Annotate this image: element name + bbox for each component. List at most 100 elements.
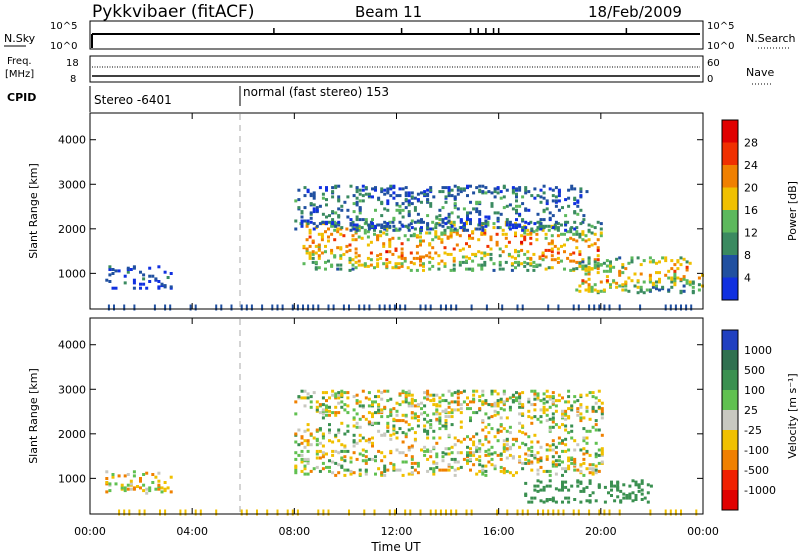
heatmap-cell xyxy=(545,408,549,412)
heatmap-cell xyxy=(413,468,417,472)
heatmap-cell xyxy=(334,433,338,437)
heatmap-cell xyxy=(389,437,393,441)
heatmap-cell xyxy=(469,200,472,204)
heatmap-cell xyxy=(400,251,404,255)
heatmap-cell xyxy=(199,509,202,516)
heatmap-cell xyxy=(322,509,325,516)
heatmap-cell xyxy=(456,467,460,471)
heatmap-cell xyxy=(148,486,152,490)
nsky-spikes xyxy=(273,28,628,34)
heatmap-cell xyxy=(330,232,334,236)
heatmap-cell xyxy=(429,202,433,206)
heatmap-cell xyxy=(321,396,325,400)
heatmap-cell xyxy=(548,479,552,483)
heatmap-cell xyxy=(648,260,652,264)
heatmap-cell xyxy=(536,484,540,488)
heatmap-cell xyxy=(664,304,667,311)
heatmap-cell xyxy=(400,242,404,246)
heatmap-cell xyxy=(324,250,327,254)
heatmap-cell xyxy=(478,441,482,445)
heatmap-cell xyxy=(608,304,611,311)
heatmap-cell xyxy=(557,304,560,311)
heatmap-cell xyxy=(530,453,534,457)
heatmap-cell xyxy=(613,499,617,503)
heatmap-cell xyxy=(364,461,368,465)
heatmap-cell xyxy=(582,214,586,218)
heatmap-cell xyxy=(398,194,402,198)
heatmap-cell xyxy=(404,453,408,457)
nave-label: Nave xyxy=(746,66,774,79)
heatmap-cell xyxy=(669,304,672,311)
heatmap-cell xyxy=(380,391,384,395)
heatmap-cell xyxy=(404,393,408,397)
heatmap-cell xyxy=(309,405,313,409)
heatmap-cell xyxy=(688,280,692,284)
heatmap-cell xyxy=(441,224,445,228)
heatmap-cell xyxy=(588,471,592,475)
heatmap-cell xyxy=(401,473,405,477)
heatmap-cell xyxy=(321,412,325,416)
ytick-label: 3000 xyxy=(58,178,86,191)
heatmap-cell xyxy=(328,220,331,224)
heatmap-cell xyxy=(600,416,604,420)
heatmap-cell xyxy=(609,267,612,271)
heatmap-cell xyxy=(311,250,315,254)
heatmap-cell xyxy=(616,495,620,499)
heatmap-cell xyxy=(569,259,573,263)
colorbar-tick-label: 1000 xyxy=(744,344,772,357)
heatmap-cell xyxy=(573,395,577,399)
heatmap-cell xyxy=(576,204,580,208)
heatmap-cell xyxy=(554,423,558,427)
heatmap-cell xyxy=(422,262,425,266)
heatmap-cell xyxy=(366,264,370,268)
heatmap-cell xyxy=(108,268,112,271)
heatmap-cell xyxy=(423,396,427,400)
heatmap-cell xyxy=(622,492,626,496)
heatmap-cell xyxy=(468,244,471,248)
heatmap-cell xyxy=(401,208,405,212)
heatmap-cell xyxy=(331,393,335,397)
heatmap-cell xyxy=(526,509,529,516)
heatmap-cell xyxy=(132,278,136,282)
heatmap-cell xyxy=(440,259,444,263)
heatmap-cell xyxy=(590,231,594,235)
heatmap-cell xyxy=(126,473,130,476)
heatmap-cell xyxy=(621,265,625,269)
heatmap-cell xyxy=(422,220,425,224)
heatmap-cell xyxy=(129,479,133,483)
heatmap-cell xyxy=(449,231,453,235)
heatmap-cell xyxy=(306,423,310,427)
heatmap-cell xyxy=(294,440,298,444)
heatmap-cell xyxy=(380,223,384,227)
heatmap-cell xyxy=(416,198,420,202)
nsky-label: N.Sky xyxy=(4,32,36,45)
heatmap-cell xyxy=(459,218,463,222)
heatmap-cell xyxy=(354,251,358,255)
heatmap-cell xyxy=(539,200,543,204)
heatmap-cell xyxy=(529,242,533,246)
heatmap-cell xyxy=(530,416,534,420)
heatmap-cell xyxy=(352,451,356,455)
heatmap-cell xyxy=(539,195,543,199)
heatmap-cell xyxy=(585,467,589,471)
heatmap-cell xyxy=(486,220,490,224)
colorbar-tick-label: -1000 xyxy=(744,484,776,497)
heatmap-cell xyxy=(459,411,463,415)
heatmap-cell xyxy=(132,474,136,478)
heatmap-cell xyxy=(446,252,450,256)
heatmap-cell xyxy=(169,272,173,275)
heatmap-cell xyxy=(308,256,312,260)
heatmap-cell xyxy=(410,471,414,475)
heatmap-cell xyxy=(685,260,689,264)
heatmap-cell xyxy=(308,228,312,232)
heatmap-cell xyxy=(315,405,319,409)
heatmap-cell xyxy=(317,243,321,247)
heatmap-cell xyxy=(516,304,519,311)
heatmap-cell xyxy=(587,238,591,242)
heatmap-cell xyxy=(527,190,531,194)
heatmap-cell xyxy=(380,226,384,230)
heatmap-cell xyxy=(297,198,301,202)
heatmap-cell xyxy=(570,187,574,191)
heatmap-cell xyxy=(579,405,583,409)
heatmap-cell xyxy=(404,198,408,202)
